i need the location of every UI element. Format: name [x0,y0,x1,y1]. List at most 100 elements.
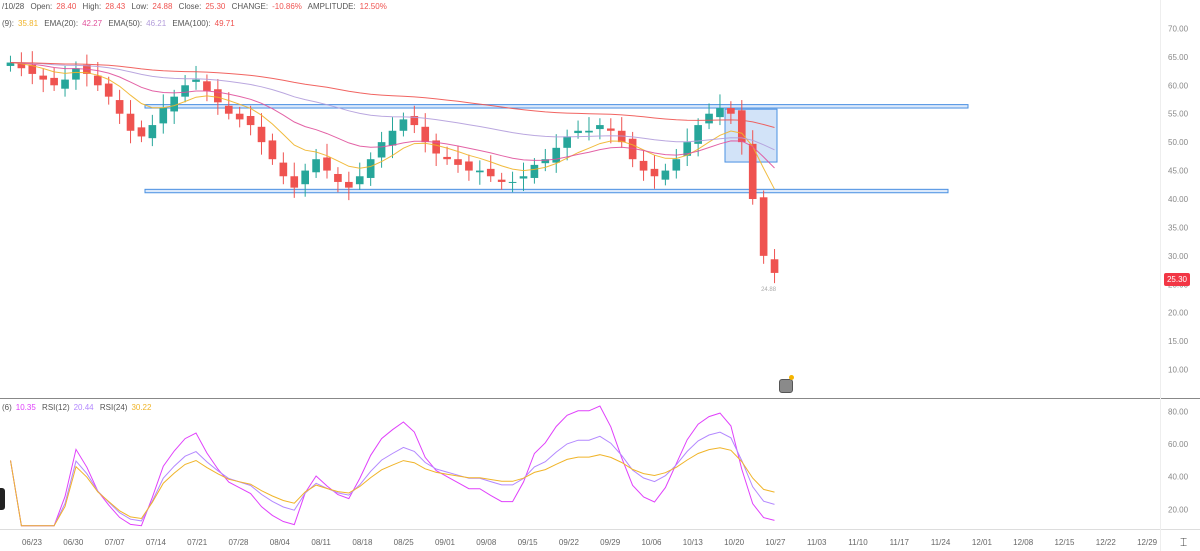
candle-body [148,125,157,139]
side-panel-tab[interactable] [0,488,5,510]
ohlc-header: /10/28 Open: 28.40 High: 28.43 Low: 24.88 C… [2,2,391,12]
candle-body [268,140,277,160]
time-tick-label: 09/08 [476,538,497,547]
candle-body [770,259,779,273]
time-tick-label: 07/14 [146,538,167,547]
candle-body [115,100,124,114]
candle-body [355,176,364,185]
rsi12-label: RSI(12) [42,403,70,412]
candle-body [224,105,233,114]
candle-body [628,138,637,160]
candle-body [28,64,37,74]
time-tick-label: 12/15 [1054,538,1075,547]
candle-body [421,126,430,143]
ema9-value: 35.81 [18,19,39,28]
candle-body [716,108,724,118]
time-tick-label: 08/18 [352,538,373,547]
candle-body [705,113,713,124]
candle-body [639,160,648,171]
candle-body [6,62,15,66]
resistance-zone [144,104,969,109]
rsi-tick-label: 80.00 [1168,407,1189,416]
price-tick-label: 15.00 [1168,337,1189,346]
price-tick-label: 30.00 [1168,252,1189,261]
time-tick-label: 10/20 [724,538,745,547]
time-tick-label: 10/27 [765,538,786,547]
rsi-legend: (6) 10.35 RSI(12) 20.44 RSI(24) 30.22 [2,403,155,413]
rsi24-line [10,447,775,527]
text-cursor-icon[interactable]: ⌶ [1180,535,1188,549]
candle-body [366,159,375,178]
time-tick-label: 08/11 [311,538,331,547]
candle-body [61,79,69,89]
rsi-tick-label: 60.00 [1168,440,1189,449]
candle-body [465,161,473,171]
price-tick-label: 65.00 [1168,53,1189,62]
candle-body [257,126,266,143]
high-label: High: [82,2,102,11]
time-tick-label: 09/01 [435,538,456,547]
candle-body [683,142,692,156]
close-value: 25.30 [205,2,226,11]
ema20-label: EMA(20): [44,19,79,28]
time-tick-label: 07/28 [228,538,249,547]
candle-body [137,127,146,137]
time-tick-label: 12/29 [1137,538,1158,547]
close-label: Close: [178,2,202,11]
candle-body [170,96,179,112]
low-value: 24.88 [152,2,173,11]
time-tick-label: 06/23 [22,538,43,547]
open-value: 28.40 [56,2,77,11]
candle-body [399,119,408,131]
price-tick-label: 40.00 [1168,195,1189,204]
ema-legend: (9): 35.81 EMA(20): 42.27 EMA(50): 46.21 EM… [2,19,239,29]
candle-body [661,170,670,180]
alert-icon[interactable] [779,379,793,393]
candle-body [574,130,582,134]
candle-body [443,156,451,160]
rsi6-line [10,405,775,527]
last-low-label: 24.88 [761,287,777,293]
candle-body [290,176,299,188]
candle-body [432,140,440,154]
rsi-tick-label: 20.00 [1168,505,1189,514]
ema100-label: EMA(100): [172,19,211,28]
ema20-line [10,62,775,169]
candle-body [759,197,768,256]
change-label: CHANGE: [231,2,269,11]
ema100-value: 49.71 [214,19,235,28]
candle-body [203,81,211,91]
time-tick-label: 09/29 [600,538,621,547]
ema100-line [10,62,775,128]
price-tick-label: 70.00 [1168,24,1189,33]
candle-body [345,181,353,188]
candle-body [246,115,255,126]
current-price-tag: 25.30 [1164,273,1190,286]
time-tick-label: 12/08 [1013,538,1034,547]
time-tick-label: 08/04 [270,538,291,547]
candle-body [530,164,539,178]
time-tick-label: 11/24 [931,538,951,547]
ema9-label: (9): [2,19,14,28]
candle-body [650,168,659,177]
candle-body [323,157,331,171]
candle-body [72,68,80,80]
time-tick-label: 12/01 [972,538,993,547]
candle-body [388,130,397,146]
candle-body [727,108,735,114]
ema50-line [10,62,775,151]
price-tick-label: 55.00 [1168,110,1189,119]
candle-body [279,162,288,177]
time-tick-label: 07/21 [187,538,208,547]
price-tick-label: 10.00 [1168,366,1189,375]
candle-body [596,125,604,130]
price-tick-label: 45.00 [1168,167,1189,176]
candle-body [606,128,615,131]
time-tick-label: 12/22 [1096,538,1117,547]
amplitude-value: 12.50% [359,2,387,11]
candle-body [159,108,168,124]
candle-body [235,113,244,120]
candle-body [454,159,462,165]
